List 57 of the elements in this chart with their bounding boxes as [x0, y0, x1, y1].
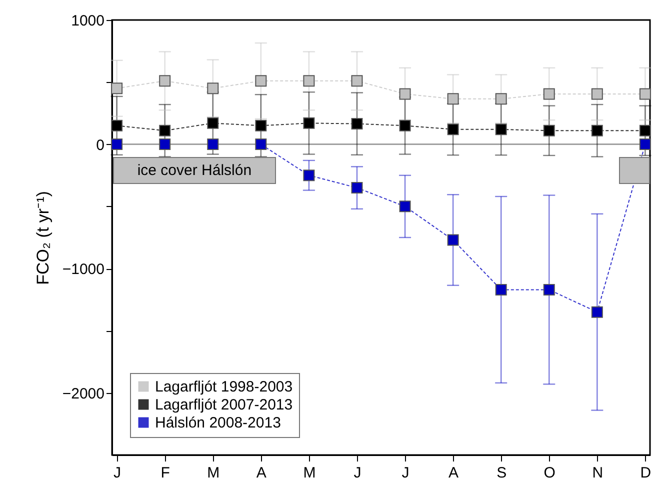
legend-label: Hálslón 2008-2013 [155, 414, 281, 432]
y-tick-label: 1000 [71, 12, 104, 30]
x-tick-label: N [592, 464, 604, 482]
point [591, 88, 603, 100]
x-tick-label: A [256, 464, 266, 482]
point [255, 138, 267, 150]
legend-label: Lagarfljót 2007-2013 [155, 396, 293, 414]
x-tick-label: D [640, 464, 652, 482]
point [639, 138, 651, 150]
point [351, 182, 363, 194]
point [399, 120, 411, 132]
point [639, 88, 651, 100]
point [495, 284, 507, 296]
point [255, 75, 267, 87]
point [303, 117, 315, 129]
point [159, 138, 171, 150]
label-box: ice cover Hálslón [112, 156, 276, 184]
point [303, 75, 315, 87]
y-tick-label: −1000 [62, 261, 104, 278]
point [207, 82, 219, 94]
x-tick-label: S [496, 464, 507, 482]
point [111, 138, 123, 150]
x-tick-label: M [303, 464, 316, 482]
point [543, 88, 555, 100]
point [351, 75, 363, 87]
point [447, 93, 459, 105]
point [111, 120, 123, 132]
point [303, 170, 315, 182]
x-tick-label: F [160, 464, 170, 482]
point [591, 124, 603, 136]
point [495, 124, 507, 136]
y-axis-title: FCO₂ (t yr⁻¹) [33, 191, 52, 285]
x-tick-label: M [207, 464, 220, 482]
point [159, 124, 171, 136]
y-tick-label: 0 [96, 136, 104, 154]
x-tick-label: J [402, 464, 410, 482]
x-tick-label: O [544, 464, 556, 482]
y-tick-label: −2000 [62, 385, 104, 402]
point [447, 234, 459, 246]
point [543, 124, 555, 136]
x-tick-label: J [354, 464, 362, 482]
point [543, 284, 555, 296]
point [447, 124, 459, 136]
x-tick-label: A [448, 464, 459, 482]
point [399, 88, 411, 100]
point [207, 138, 219, 150]
point [399, 200, 411, 212]
point [495, 93, 507, 105]
point [207, 117, 219, 129]
point [591, 306, 603, 318]
x-tick-label: J [114, 464, 122, 482]
point [159, 75, 171, 87]
point [111, 82, 123, 94]
legend-label: Lagarfljót 1998-2003 [155, 378, 293, 396]
point [639, 124, 651, 136]
point [351, 118, 363, 130]
point [255, 120, 267, 132]
